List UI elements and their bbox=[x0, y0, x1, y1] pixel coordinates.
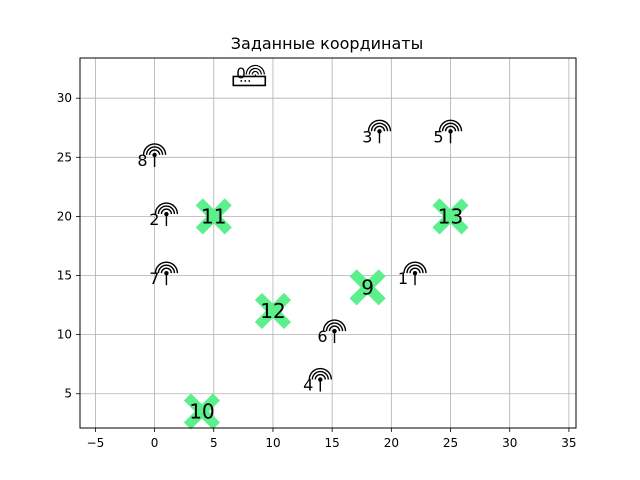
x-tick-label: 10 bbox=[265, 436, 280, 450]
y-tick-label: 15 bbox=[57, 269, 72, 283]
router-signal-arc bbox=[245, 64, 265, 75]
antenna-arc bbox=[148, 149, 161, 156]
x-tick-label: 0 bbox=[151, 436, 159, 450]
antenna-dot bbox=[152, 152, 157, 158]
antenna-arc bbox=[142, 143, 167, 155]
antenna-dot bbox=[164, 211, 169, 217]
x-tick-label: 35 bbox=[561, 436, 576, 450]
antenna-arc bbox=[373, 125, 386, 132]
cross-stroke bbox=[432, 198, 469, 235]
antenna-arc bbox=[145, 146, 164, 156]
antenna-label: 8 bbox=[137, 151, 147, 170]
antenna-arc bbox=[370, 122, 389, 132]
cross-label: 13 bbox=[438, 204, 463, 228]
antenna-label: 6 bbox=[317, 327, 327, 346]
axes-frame bbox=[79, 57, 577, 429]
router-signal-arc bbox=[251, 70, 259, 75]
router-led bbox=[240, 80, 243, 82]
y-tick-label: 25 bbox=[57, 150, 72, 164]
grid bbox=[80, 58, 576, 428]
antenna-icon bbox=[308, 367, 333, 392]
antenna-label: 4 bbox=[303, 376, 313, 395]
router-icon bbox=[232, 64, 267, 87]
chart-title: Заданные координаты bbox=[231, 34, 424, 53]
x-tick-label: 5 bbox=[210, 436, 218, 450]
y-tick-label: 20 bbox=[57, 209, 72, 223]
antenna-arc bbox=[367, 119, 392, 132]
x-tick-label: 15 bbox=[325, 436, 340, 450]
antenna-arc bbox=[157, 264, 176, 274]
antenna-arc bbox=[441, 122, 460, 132]
antenna-icon bbox=[367, 119, 392, 144]
cross-marker bbox=[432, 198, 469, 235]
antenna-icon bbox=[403, 261, 427, 286]
router-led bbox=[248, 80, 251, 82]
antenna-icon bbox=[438, 119, 463, 144]
cross-marker bbox=[183, 393, 220, 430]
router-label: 0 bbox=[236, 64, 246, 82]
antenna-dot bbox=[332, 328, 337, 334]
antenna-icon bbox=[142, 143, 167, 167]
antenna-arc bbox=[403, 261, 427, 274]
cross-label: 12 bbox=[260, 299, 285, 323]
antenna-arc bbox=[311, 370, 330, 380]
antenna-arc bbox=[160, 267, 173, 274]
cross-stroke bbox=[183, 393, 220, 430]
cross-marker bbox=[349, 269, 386, 306]
antenna-arc bbox=[444, 125, 457, 132]
antenna-arc bbox=[406, 264, 424, 274]
antenna-label: 1 bbox=[398, 269, 408, 288]
antenna-dot bbox=[164, 270, 169, 276]
antenna-arc bbox=[322, 319, 347, 332]
antenna-arc bbox=[157, 205, 176, 215]
antenna-arc bbox=[328, 325, 341, 332]
cross-stroke bbox=[195, 198, 232, 235]
antenna-arc bbox=[325, 322, 344, 332]
antenna-dot bbox=[318, 377, 323, 382]
cross-label: 10 bbox=[189, 399, 214, 423]
antenna-icon bbox=[322, 319, 347, 344]
antenna-label: 3 bbox=[362, 127, 372, 146]
antenna-dot bbox=[412, 270, 418, 276]
antenna-icon bbox=[154, 202, 179, 227]
cross-label: 9 bbox=[361, 275, 374, 299]
cross-marker bbox=[254, 292, 292, 330]
antenna-arc bbox=[438, 119, 463, 132]
antenna-label: 2 bbox=[149, 210, 159, 229]
router-led bbox=[244, 80, 247, 82]
router-signal-arc bbox=[248, 67, 262, 75]
antenna-arc bbox=[160, 208, 173, 215]
antenna-arc bbox=[308, 367, 333, 380]
antenna-arc bbox=[314, 373, 327, 380]
x-tick-label: −5 bbox=[87, 436, 105, 450]
cross-stroke bbox=[254, 292, 292, 330]
y-tick-label: 10 bbox=[57, 328, 72, 342]
cross-stroke bbox=[349, 269, 386, 306]
antenna-icon bbox=[154, 261, 179, 286]
antenna-dot bbox=[448, 129, 453, 134]
cross-marker bbox=[195, 198, 232, 235]
antenna-arc bbox=[409, 267, 421, 274]
x-tick-label: 20 bbox=[384, 436, 399, 450]
cross-label: 11 bbox=[201, 204, 226, 228]
x-tick-label: 25 bbox=[443, 436, 458, 450]
x-tick-label: 30 bbox=[502, 436, 517, 450]
antenna-arc bbox=[154, 202, 179, 215]
y-tick-label: 5 bbox=[64, 387, 72, 401]
antenna-label: 7 bbox=[149, 269, 159, 288]
antenna-label: 5 bbox=[433, 127, 443, 146]
antenna-arc bbox=[154, 261, 179, 274]
antenna-dot bbox=[377, 129, 382, 134]
y-tick-label: 30 bbox=[57, 91, 72, 105]
